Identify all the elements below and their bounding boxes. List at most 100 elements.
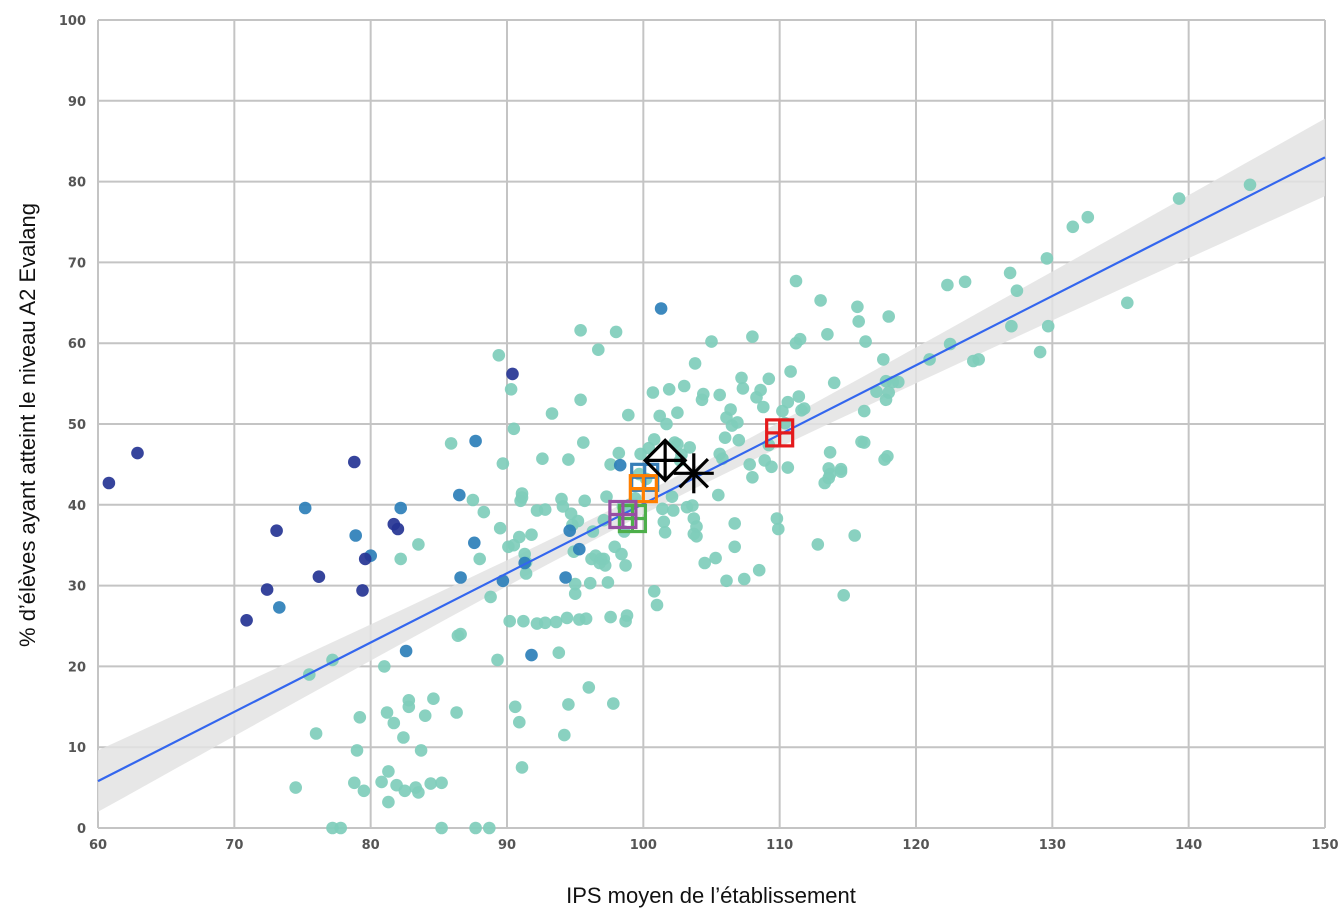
y-tick-label: 10 (68, 741, 86, 756)
data-point (397, 731, 410, 744)
data-point (712, 488, 725, 502)
data-point (604, 610, 617, 624)
data-point (378, 660, 391, 673)
data-point (515, 491, 529, 504)
x-axis-title: IPS moyen de l’établissement (566, 883, 856, 908)
data-point (563, 524, 576, 537)
data-point (859, 335, 872, 348)
y-tick-label: 30 (68, 580, 86, 595)
y-tick-label: 0 (77, 822, 86, 837)
data-point (827, 376, 841, 390)
data-point (772, 522, 785, 536)
data-point (851, 300, 864, 314)
data-point (538, 503, 552, 516)
diamondplus-marker (642, 438, 688, 483)
x-tick-label: 80 (362, 838, 380, 853)
data-point (391, 522, 405, 536)
data-point (493, 521, 507, 535)
data-point (398, 784, 412, 798)
data-point (607, 697, 620, 710)
data-point (600, 490, 613, 504)
data-point (1005, 319, 1018, 333)
data-point (823, 467, 837, 481)
data-point (473, 552, 487, 566)
data-point (1121, 296, 1134, 310)
data-point (823, 446, 837, 459)
data-point (765, 460, 778, 474)
data-point (517, 614, 530, 628)
data-point (1010, 284, 1024, 298)
data-point (525, 648, 538, 662)
data-point (882, 386, 895, 399)
data-point (848, 529, 861, 542)
data-point (450, 706, 463, 719)
data-point (549, 615, 563, 629)
x-tick-label: 140 (1175, 838, 1202, 853)
data-point (435, 776, 448, 790)
data-point (492, 349, 506, 362)
data-point (382, 765, 395, 778)
data-point (718, 431, 732, 445)
data-point (690, 530, 703, 543)
data-point (358, 552, 372, 566)
data-point (882, 310, 895, 323)
data-point (334, 821, 348, 835)
data-point (573, 542, 586, 556)
confidence-band (98, 118, 1325, 812)
data-points (102, 178, 1257, 835)
data-point (728, 517, 741, 530)
data-point (240, 614, 253, 627)
data-point (667, 504, 680, 517)
data-point (615, 547, 628, 561)
data-point (536, 452, 549, 466)
data-point (697, 387, 710, 401)
data-point (453, 488, 466, 502)
data-point (698, 556, 711, 570)
data-point (660, 417, 673, 431)
data-point (298, 501, 312, 515)
highlight-markers (608, 418, 795, 534)
x-tick-label: 130 (1039, 838, 1066, 853)
data-point (102, 476, 116, 490)
data-point (724, 403, 737, 416)
data-point (399, 644, 413, 658)
data-point (781, 395, 795, 409)
y-tick-label: 70 (68, 256, 86, 271)
data-point (690, 520, 703, 533)
y-tick-label: 50 (68, 418, 86, 433)
data-point (309, 727, 323, 740)
data-point (1172, 192, 1186, 205)
data-point (620, 609, 634, 622)
data-point (601, 576, 615, 589)
data-point (562, 698, 575, 711)
data-point (671, 406, 684, 420)
data-point (380, 706, 394, 719)
data-point (713, 388, 726, 402)
y-tick-label: 20 (68, 660, 86, 675)
data-point (857, 404, 871, 418)
data-point (892, 375, 905, 389)
data-point (789, 274, 803, 288)
data-point (582, 681, 596, 694)
data-point (743, 458, 756, 471)
data-point (538, 616, 552, 630)
data-point (732, 433, 746, 447)
data-point (483, 821, 496, 835)
data-point (705, 335, 718, 348)
x-tick-label: 120 (902, 838, 929, 853)
regression-line-path (97, 156, 1326, 783)
data-point (556, 500, 570, 513)
data-point (731, 416, 744, 429)
data-point (656, 502, 669, 516)
data-point (881, 450, 894, 463)
data-point (260, 583, 274, 596)
data-point (560, 611, 574, 625)
data-point (647, 585, 661, 598)
data-point (657, 515, 671, 529)
data-point (545, 407, 559, 420)
x-tick-label: 60 (89, 838, 107, 853)
data-point (508, 700, 522, 714)
data-point (784, 365, 797, 378)
data-point (131, 446, 144, 460)
asterisk-marker (673, 453, 714, 494)
